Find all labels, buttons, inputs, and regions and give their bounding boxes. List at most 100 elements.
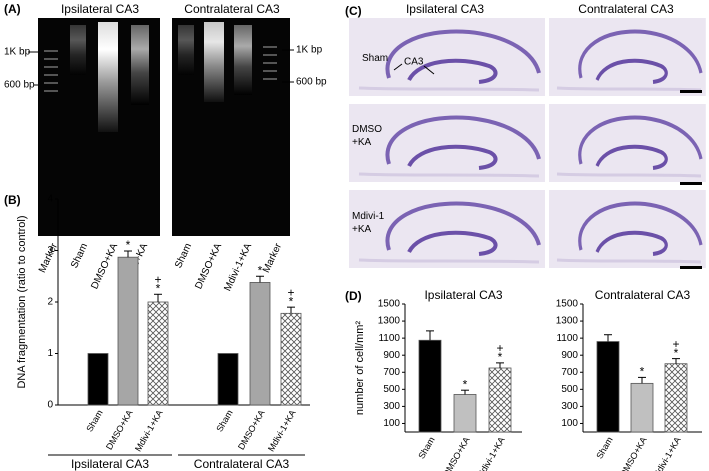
bar xyxy=(87,353,109,406)
y-tick-label: 2 xyxy=(47,297,53,308)
gel-title: Contralateral CA3 xyxy=(184,2,280,16)
y-tick-label: 1100 xyxy=(378,333,400,344)
gel-lane xyxy=(178,25,194,75)
lane-label: Mdivi-1+KA xyxy=(222,241,254,293)
lane-label: Sham xyxy=(173,242,194,270)
annotation: * xyxy=(674,346,679,360)
y-tick-label: 1500 xyxy=(556,299,579,310)
arrow xyxy=(393,63,435,75)
y-tick-label: 700 xyxy=(383,367,400,378)
x-tick-label: Sham xyxy=(214,408,234,433)
y-tick-label: 900 xyxy=(561,350,578,361)
y-tick-label: 1500 xyxy=(378,299,401,310)
region-label: CA3 xyxy=(404,57,424,68)
scale-bars xyxy=(680,90,702,269)
gel-lane xyxy=(204,22,224,102)
y-tick-label: 300 xyxy=(561,401,578,412)
histology-image xyxy=(547,16,708,98)
y-axis-label: DNA fragmentation (ratio to control) xyxy=(16,215,28,388)
marker-bands xyxy=(44,46,277,92)
panel-label: (C) xyxy=(345,4,362,18)
row-label-line: Sham xyxy=(362,53,388,64)
row-label-line: +KA xyxy=(352,224,372,235)
annotation: * xyxy=(640,365,645,379)
y-tick-label: 500 xyxy=(561,384,578,395)
annotation: + xyxy=(287,285,294,299)
x-tick-label: Mdivi-1+KA xyxy=(651,435,683,471)
annotation: * xyxy=(463,377,468,391)
row-label: Sham xyxy=(362,53,388,64)
panel-label: (D) xyxy=(345,289,362,303)
x-tick-label: Sham xyxy=(84,408,104,433)
y-tick-label: 4 xyxy=(47,194,53,205)
gel-title: Ipsilateral CA3 xyxy=(61,2,139,16)
bar xyxy=(147,301,169,406)
annotation: + xyxy=(154,272,161,286)
size-marker: 600 bp xyxy=(4,80,35,91)
size-marker: 1K bp xyxy=(296,45,323,56)
annotation: * xyxy=(156,281,161,295)
y-tick-label: 0 xyxy=(47,400,53,411)
histology-image xyxy=(547,188,708,270)
annotation: * xyxy=(498,350,503,364)
chart-title: Contralateral CA3 xyxy=(595,288,691,302)
bar xyxy=(280,312,302,406)
y-tick-label: 1100 xyxy=(556,333,578,344)
row-label: Mdivi-1 +KA xyxy=(352,211,385,235)
x-tick-label: Mdivi-1+KA xyxy=(133,408,165,453)
x-tick-label: DMSO+KA xyxy=(618,435,649,471)
size-marker: 1K bp xyxy=(4,47,31,58)
column-title: Ipsilateral CA3 xyxy=(406,2,484,16)
bar xyxy=(217,353,239,406)
bar xyxy=(596,341,620,433)
x-tick-label: Sham xyxy=(594,435,614,460)
row-label: DMSO +KA xyxy=(352,124,382,148)
panel-c: (C) Ipsilateral CA3 Contralateral CA3 Sh… xyxy=(345,2,708,270)
panel-label: (A) xyxy=(4,2,21,16)
group-label: Contralateral CA3 xyxy=(194,457,290,471)
gel-lane xyxy=(70,25,86,75)
bar xyxy=(664,363,688,433)
group-label: Ipsilateral CA3 xyxy=(71,457,149,471)
x-tick-label: DMSO+KA xyxy=(104,408,135,451)
bar xyxy=(630,382,654,433)
y-tick-label: 1300 xyxy=(556,316,579,327)
annotation: + xyxy=(496,341,503,355)
y-tick-label: 100 xyxy=(383,418,400,429)
lane-label: DMSO+KA xyxy=(193,241,224,291)
annotation: * xyxy=(289,294,294,308)
row-label-line: DMSO xyxy=(352,124,382,135)
bar xyxy=(117,256,139,406)
gel-lane xyxy=(234,25,252,95)
y-tick-label: 1300 xyxy=(378,316,401,327)
x-tick-label: DMSO+KA xyxy=(236,408,267,451)
row-label-line: +KA xyxy=(352,137,372,148)
lane-label: Sham xyxy=(69,242,90,270)
y-tick-label: 1 xyxy=(47,348,53,359)
size-marker: 600 bp xyxy=(296,77,327,88)
bar xyxy=(418,339,442,433)
gel-lane xyxy=(131,25,149,105)
histology-image xyxy=(547,102,708,184)
y-tick-label: 300 xyxy=(383,401,400,412)
x-tick-label: DMSO+KA xyxy=(441,435,472,471)
x-tick-label: Sham xyxy=(416,435,436,460)
gel-lane xyxy=(98,22,118,132)
histology-image xyxy=(347,188,547,270)
x-tick-label: Mdivi-1+KA xyxy=(266,408,298,453)
y-tick-label: 500 xyxy=(383,384,400,395)
y-axis-label: number of cell/mm² xyxy=(354,321,366,415)
lane-label: DMSO+KA xyxy=(89,241,120,291)
lane-label: Marker xyxy=(261,241,284,274)
histology-image xyxy=(347,102,547,184)
bar xyxy=(453,394,477,433)
y-tick-label: 3 xyxy=(47,245,53,256)
annotation: * xyxy=(126,238,131,252)
row-label-line: Mdivi-1 xyxy=(352,211,385,222)
annotation: * xyxy=(258,263,263,277)
bar xyxy=(249,282,271,406)
annotation: + xyxy=(672,337,679,351)
column-title: Contralateral CA3 xyxy=(578,2,674,16)
y-tick-label: 900 xyxy=(383,350,400,361)
